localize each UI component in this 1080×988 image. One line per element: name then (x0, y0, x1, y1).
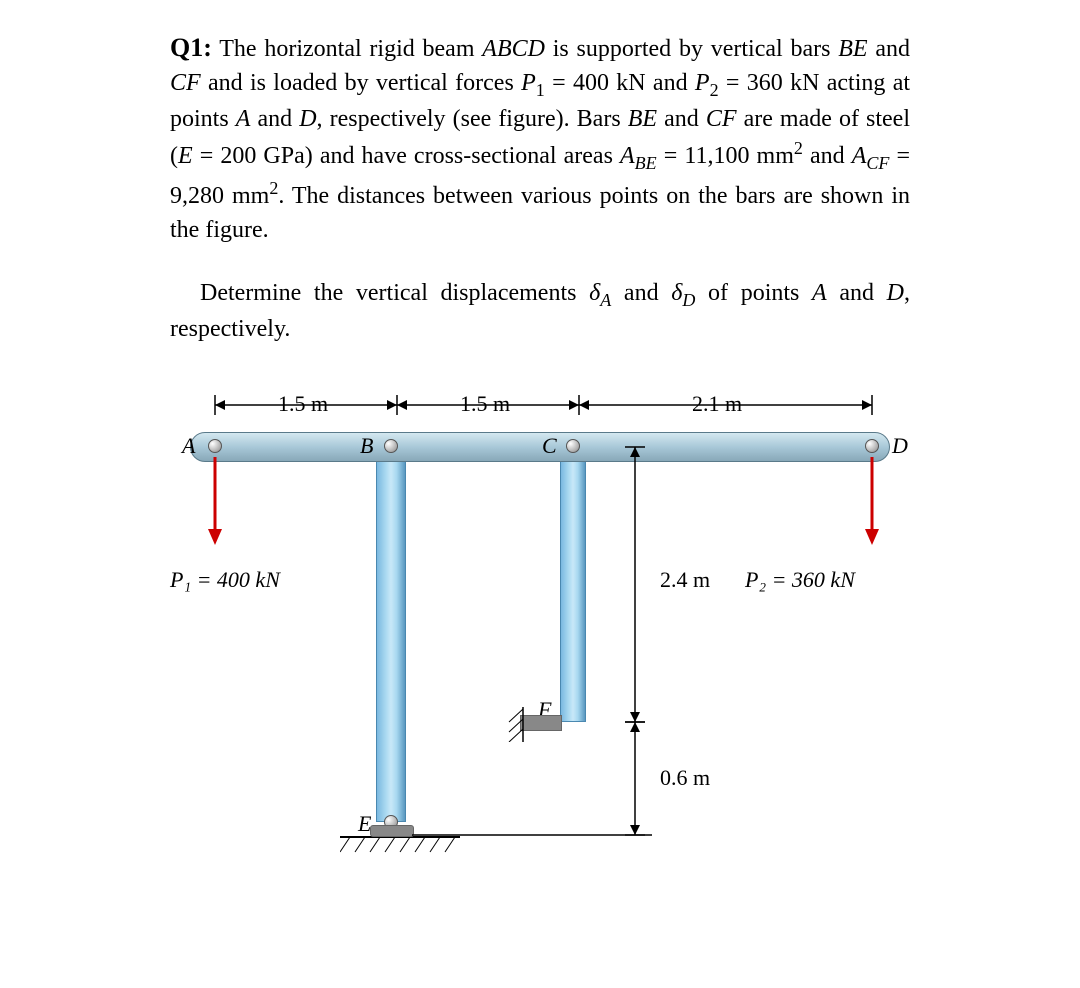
var-e: E (178, 143, 193, 169)
dim-bc: 1.5 m (460, 391, 510, 417)
label-c: C (542, 433, 557, 459)
base-e (370, 825, 414, 837)
point-a: A (236, 106, 251, 132)
bar-cf (560, 452, 586, 722)
pin-a (208, 439, 222, 453)
beam-name: ABCD (482, 36, 545, 62)
text-segment: and (827, 280, 887, 306)
label-d: D (892, 433, 908, 459)
sub-be: BE (635, 153, 657, 173)
sup-2b: 2 (269, 178, 278, 198)
bar-be (376, 452, 406, 822)
sub-a: A (600, 290, 611, 310)
text-segment: , respectively (see figure). Bars (317, 106, 628, 132)
question-label: Q1: (170, 33, 212, 62)
pin-b (384, 439, 398, 453)
text-segment: and (611, 280, 671, 306)
pin-d (865, 439, 879, 453)
delta-d: δ (671, 280, 682, 306)
point-a2: A (812, 280, 827, 306)
var-p1: P (521, 70, 536, 96)
rigid-beam (190, 432, 890, 462)
text-segment: . The distances between various points o… (170, 183, 910, 243)
pin-c (566, 439, 580, 453)
point-d2: D (887, 280, 904, 306)
dim-fe: 0.6 m (660, 765, 710, 791)
force-arrow-p2 (862, 457, 882, 547)
text-segment: and (868, 36, 910, 62)
dim-fe-line (610, 722, 660, 842)
force-p1-label: P₁ = 400 kN (170, 567, 280, 593)
text-segment: is supported by vertical bars (545, 36, 838, 62)
sub-1: 1 (536, 79, 545, 99)
figure-diagram: 1.5 m 1.5 m 2.1 m A B C D E F P₁ = 400 k… (170, 377, 910, 897)
dim-cf: 2.4 m (660, 567, 710, 593)
text-segment: and is loaded by vertical forces (201, 70, 521, 96)
var-p2: P (695, 70, 710, 96)
text-segment: of points (695, 280, 812, 306)
force-p2-label: P₂ = 360 kN (745, 567, 855, 593)
text-segment: The horizontal rigid beam (219, 36, 482, 62)
text-segment: and (250, 106, 299, 132)
text-segment: = 11,100 mm (657, 143, 794, 169)
dim-ab: 1.5 m (278, 391, 328, 417)
var-acf: A (852, 143, 867, 169)
bar-name: CF (706, 106, 737, 132)
bracket-f (520, 715, 562, 731)
sub-d: D (682, 290, 695, 310)
bar-name: CF (170, 70, 201, 96)
point-d: D (299, 106, 316, 132)
text-segment: and (657, 106, 706, 132)
dim-cf-line (610, 447, 660, 737)
problem-paragraph-2: Determine the vertical displacements δA … (170, 277, 910, 347)
label-a: A (182, 433, 195, 459)
bar-name: BE (838, 36, 867, 62)
text-segment: = 200 GPa) and have cross-sectional area… (193, 143, 620, 169)
dim-cd: 2.1 m (692, 391, 742, 417)
text-segment: and (803, 143, 852, 169)
bracket-f-hatch (495, 707, 525, 742)
sub-2: 2 (710, 79, 719, 99)
var-abe: A (620, 143, 635, 169)
ground-extension (412, 832, 652, 842)
label-b: B (360, 433, 373, 459)
sup-2: 2 (794, 138, 803, 158)
text-segment: Determine the vertical displacements (200, 280, 589, 306)
delta-a: δ (589, 280, 600, 306)
problem-paragraph-1: Q1: The horizontal rigid beam ABCD is su… (170, 30, 910, 247)
sub-cf: CF (866, 153, 889, 173)
force-arrow-p1 (205, 457, 225, 547)
bar-name: BE (628, 106, 657, 132)
text-segment: = 400 kN and (545, 70, 695, 96)
